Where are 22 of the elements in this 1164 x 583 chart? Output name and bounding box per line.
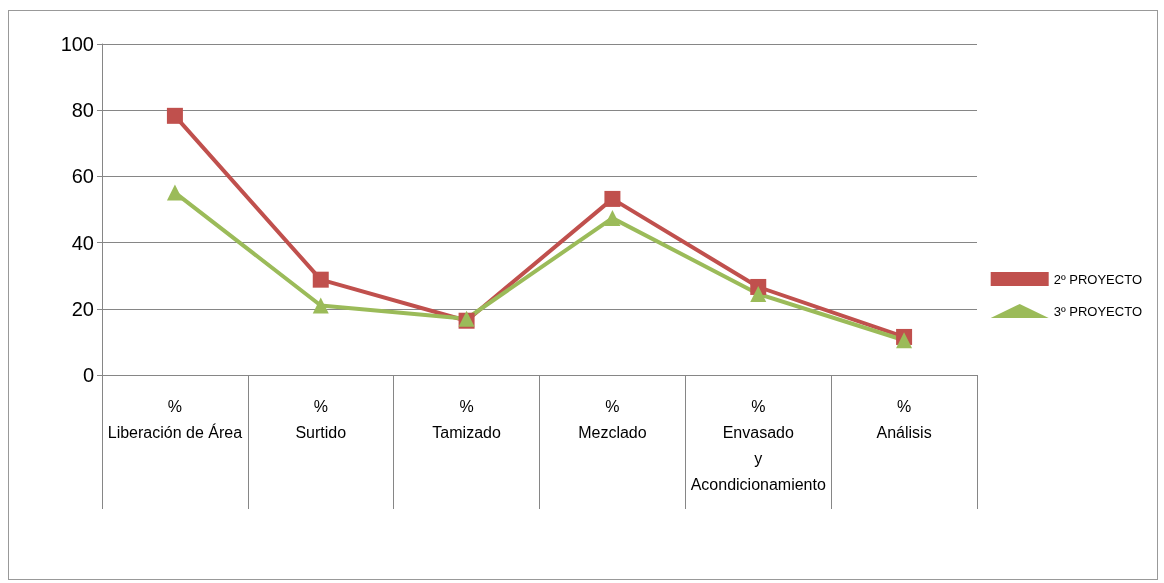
x-tick-label: % Tamizado [432,397,501,441]
x-tick-label: % Análisis [876,397,932,441]
y-tick-label: 20 [71,297,94,320]
point [750,285,767,302]
x-tick-label: % Liberación de Área [107,397,243,441]
point [166,184,183,201]
point [896,332,913,349]
point [312,271,329,288]
point [166,107,183,124]
y-tick-label: 60 [71,165,94,188]
x-tick-label: % Surtido [295,397,347,441]
y-tick-label: 100 [60,33,94,55]
point [604,190,621,207]
legend-label: 3º PROYECTO [1053,303,1142,319]
x-tick-label: % Mezclado [578,397,647,441]
legend-label: 2º PROYECTO [1053,271,1142,287]
y-tick-label: 80 [71,99,94,122]
point [604,210,621,227]
y-tick-label: 40 [71,231,94,254]
x-tick-label: % Envasado y Acondicionamiento [690,397,826,493]
y-tick-label: 0 [82,364,94,386]
point [312,297,329,314]
